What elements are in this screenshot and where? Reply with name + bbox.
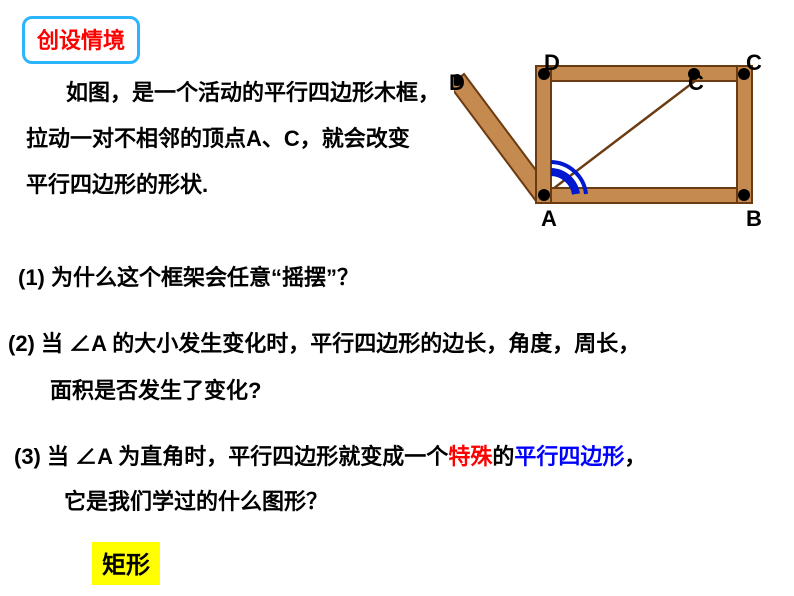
label-B: B — [746, 206, 762, 232]
q3-special: 特殊 — [448, 444, 492, 469]
label-D-outer: D — [449, 70, 465, 96]
slanted-frame — [454, 74, 702, 201]
section-title-text: 创设情境 — [37, 28, 125, 53]
q3-prefix: (3) 当 ∠A 为直角时，平行四边形就变成一个 — [14, 444, 448, 469]
answer-text: 矩形 — [102, 552, 150, 579]
q3-parallelogram: 平行四边形 — [514, 444, 624, 469]
label-C-inner: C — [688, 70, 704, 96]
intro-line3: 平行四边形的形状. — [26, 172, 208, 197]
q2-line2: 面积是否发生了变化? — [50, 367, 778, 414]
q3-line1: (3) 当 ∠A 为直角时，平行四边形就变成一个特殊的平行四边形， — [14, 434, 784, 479]
answer-highlight: 矩形 — [92, 542, 160, 585]
parallelogram-diagram — [454, 54, 784, 234]
section-title-badge: 创设情境 — [22, 16, 140, 64]
intro-paragraph: 如图，是一个活动的平行四边形木框， 拉动一对不相邻的顶点A、C，就会改变 平行四… — [26, 70, 444, 209]
label-D-inner: D — [544, 50, 560, 76]
diagram-svg — [454, 54, 784, 234]
q2-line1: (2) 当 ∠A 的大小发生变化时，平行四边形的边长，角度，周长， — [8, 320, 778, 367]
q3-suffix: ， — [624, 444, 646, 469]
intro-line1: 如图，是一个活动的平行四边形木框， — [66, 80, 440, 105]
question-3: (3) 当 ∠A 为直角时，平行四边形就变成一个特殊的平行四边形， 它是我们学过… — [14, 434, 784, 524]
q3-line2: 它是我们学过的什么图形？ — [64, 479, 784, 524]
label-C-outer: C — [746, 50, 762, 76]
intro-line2: 拉动一对不相邻的顶点A、C，就会改变 — [26, 126, 410, 151]
question-2: (2) 当 ∠A 的大小发生变化时，平行四边形的边长，角度，周长， 面积是否发生… — [8, 320, 778, 415]
q1-text: (1) 为什么这个框架会任意“摇摆”？ — [18, 265, 359, 290]
label-A: A — [541, 206, 557, 232]
question-1: (1) 为什么这个框架会任意“摇摆”？ — [18, 260, 359, 292]
q3-mid: 的 — [492, 444, 514, 469]
